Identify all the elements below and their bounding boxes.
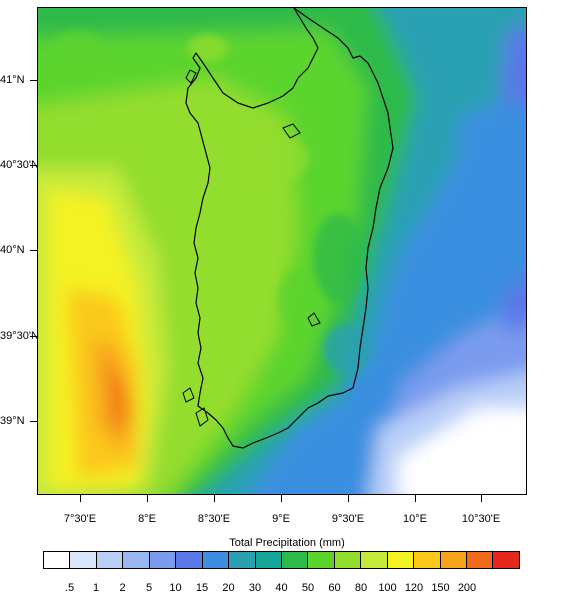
colorbar-level-label: 60: [328, 582, 341, 594]
lat-label: 40°30'N: [0, 159, 39, 171]
colorbar-title: Total Precipitation (mm): [229, 537, 345, 549]
colorbar-level-label: 40: [275, 582, 288, 594]
lon-tick: [80, 495, 81, 502]
colorbar-level-label: 1: [92, 582, 100, 594]
precipitation-field: [38, 8, 526, 494]
lon-label: 9°E: [272, 513, 290, 525]
santantioco-island: [195, 407, 209, 427]
colorbar: [43, 551, 520, 569]
colorbar-level-label: 200: [457, 582, 477, 594]
san-pietro-island: [182, 387, 195, 403]
colorbar-swatch: [149, 552, 177, 568]
lon-tick: [348, 495, 349, 502]
colorbar-swatch: [493, 552, 519, 568]
colorbar-swatch: [414, 552, 441, 568]
lat-tick: [30, 421, 37, 422]
colorbar-level-label: 5: [145, 582, 153, 594]
lon-label: 10°E: [403, 513, 427, 525]
colorbar-level-label: 20: [222, 582, 235, 594]
lon-tick: [281, 495, 282, 502]
colorbar-level-label: 10: [169, 582, 182, 594]
colorbar-level-label: 80: [354, 582, 368, 594]
colorbar-swatch: [361, 552, 388, 568]
lon-tick: [415, 495, 416, 502]
colorbar-level-label: 15: [195, 582, 209, 594]
lat-tick: [30, 80, 37, 81]
lon-label: 9°30'E: [331, 513, 365, 525]
colorbar-level-label: 30: [248, 582, 262, 594]
colorbar-level-label: 2: [119, 582, 126, 594]
precipitation-details: [53, 30, 388, 403]
lon-label: 7°30'E: [63, 513, 97, 525]
colorbar-level-label: 120: [404, 582, 424, 594]
colorbar-level-label: 150: [431, 582, 450, 594]
lake-omodeo: [282, 123, 301, 139]
lon-label: 8°30'E: [197, 513, 231, 525]
lon-tick: [481, 495, 482, 502]
sardinia-coastline: [185, 8, 394, 449]
lat-label: 41°N: [0, 74, 25, 86]
colorbar-swatch: [308, 552, 335, 568]
lon-tick: [214, 495, 215, 502]
map-frame: [37, 7, 527, 495]
lon-tick: [147, 495, 148, 502]
colorbar-swatch: [202, 552, 230, 568]
colorbar-swatch: [281, 552, 309, 568]
colorbar-level-label: 50: [301, 582, 315, 594]
colorbar-swatch: [70, 552, 97, 568]
colorbar-swatch: [123, 552, 150, 568]
colorbar-swatch: [334, 552, 362, 568]
lat-label: 39°30'N: [0, 330, 39, 342]
colorbar-swatch: [96, 552, 124, 568]
colorbar-swatch: [467, 552, 494, 568]
colorbar-swatch: [440, 552, 467, 568]
precipitation-map: [38, 8, 526, 494]
colorbar-swatch: [44, 552, 71, 568]
lat-tick: [30, 165, 37, 166]
colorbar-swatch: [387, 552, 415, 568]
colorbar-swatch: [255, 552, 282, 568]
lon-label: 10°30'E: [461, 513, 501, 525]
lake-flumendosa: [307, 312, 321, 327]
colorbar-level-label: 100: [378, 582, 397, 594]
lat-label: 39°N: [0, 415, 25, 427]
colorbar-swatch: [176, 552, 203, 568]
lat-tick: [30, 336, 37, 337]
colorbar-swatch: [229, 552, 256, 568]
lat-tick: [30, 250, 37, 251]
lat-label: 40°N: [0, 244, 25, 256]
colorbar-level-label: .5: [64, 582, 75, 594]
asinara-island: [185, 69, 197, 84]
lon-label: 8°E: [138, 513, 156, 525]
